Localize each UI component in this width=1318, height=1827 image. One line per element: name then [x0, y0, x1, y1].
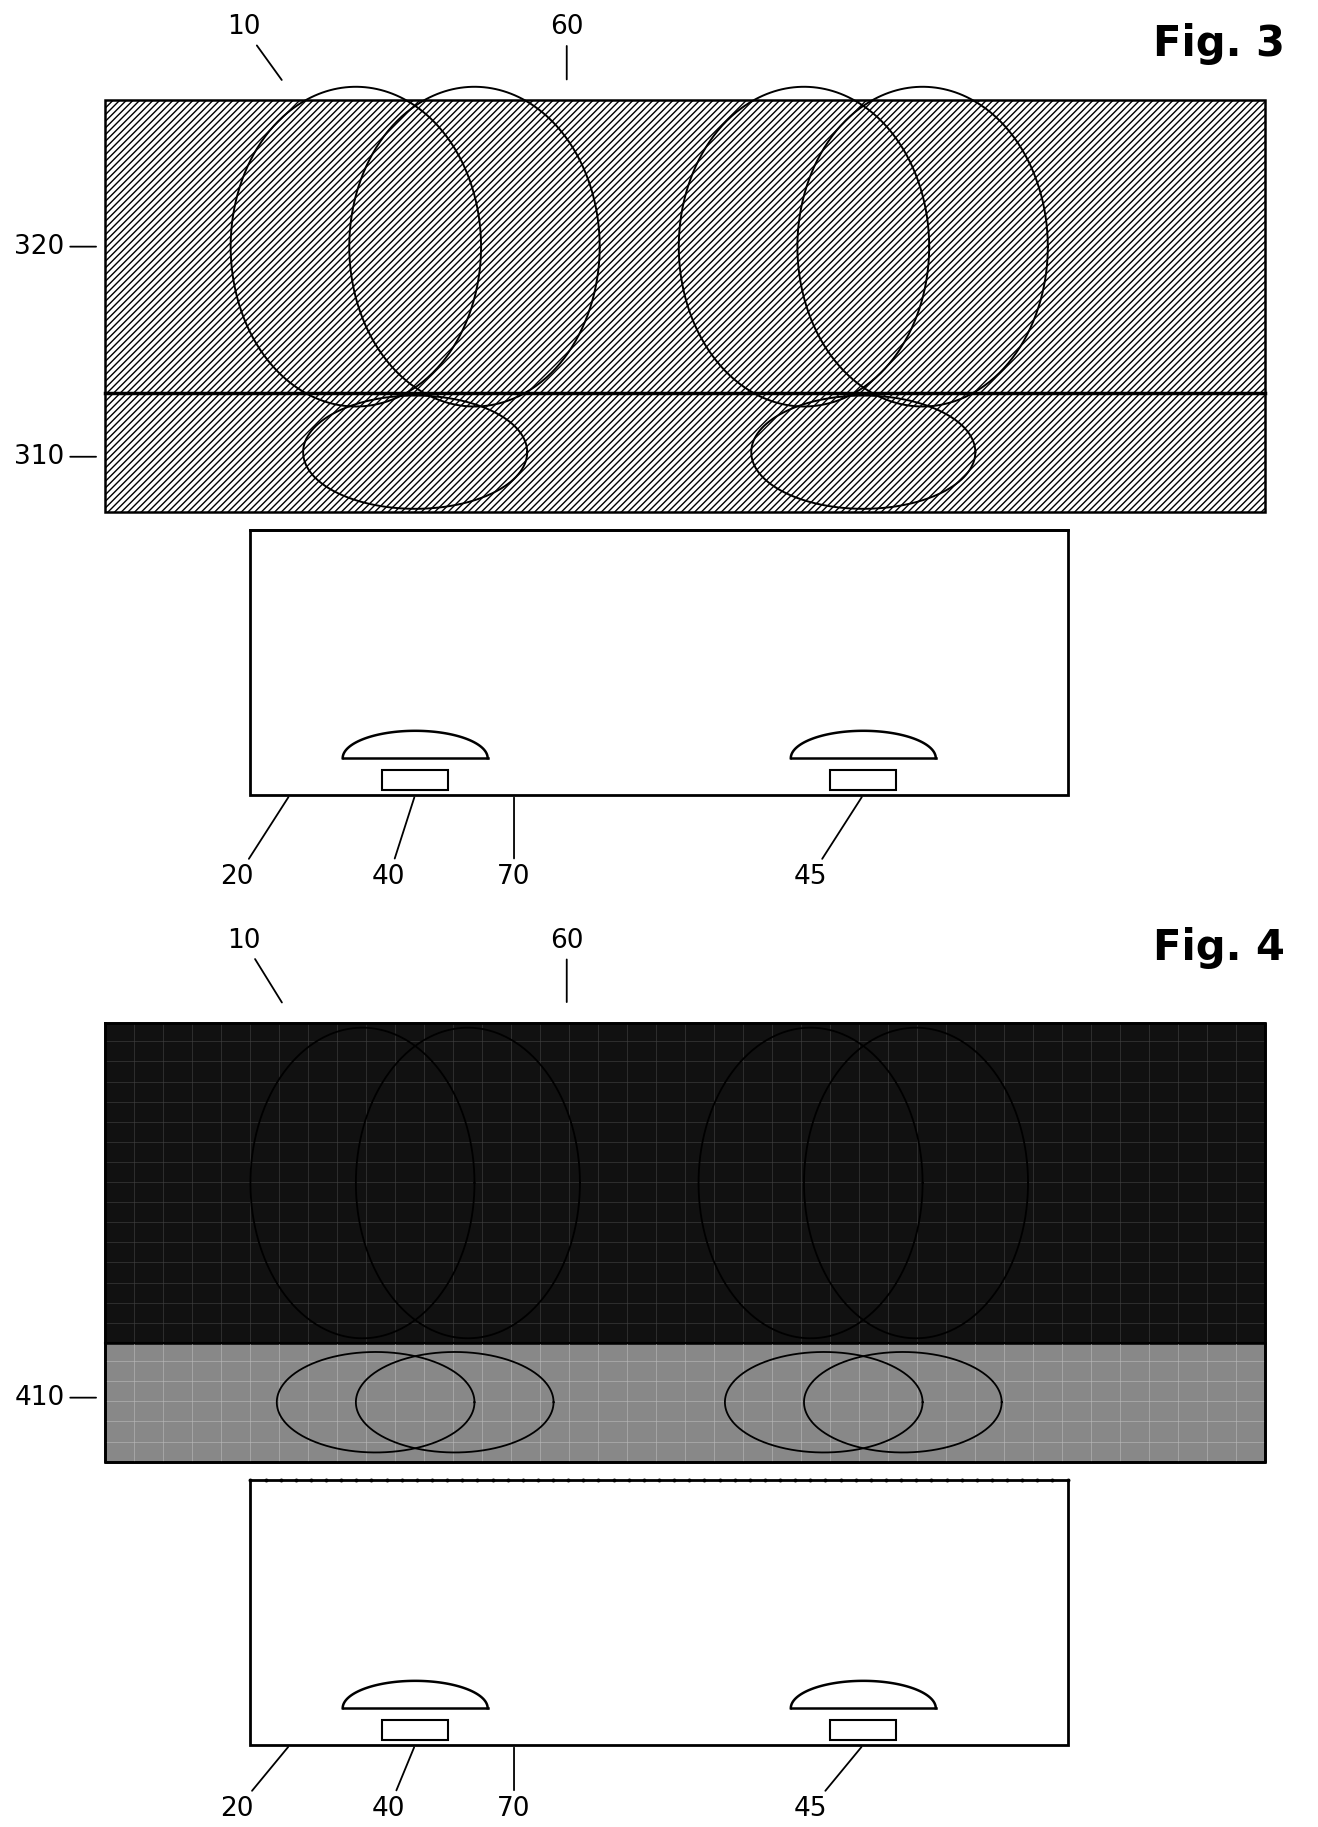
Bar — [830, 1721, 896, 1739]
Text: 60: 60 — [550, 15, 584, 79]
Text: 20: 20 — [220, 1747, 289, 1822]
Text: 45: 45 — [793, 1747, 862, 1822]
Bar — [105, 1343, 1265, 1462]
Text: 60: 60 — [550, 928, 584, 1001]
Bar — [382, 771, 448, 789]
Text: 45: 45 — [793, 797, 862, 890]
Text: 20: 20 — [220, 797, 289, 890]
Bar — [105, 1023, 1265, 1343]
Text: Fig. 4: Fig. 4 — [1153, 926, 1285, 968]
Bar — [250, 1480, 1068, 1745]
Bar — [382, 1721, 448, 1739]
Text: Fig. 3: Fig. 3 — [1153, 24, 1285, 64]
Text: 70: 70 — [497, 798, 531, 890]
Bar — [250, 530, 1068, 795]
Bar — [105, 100, 1265, 393]
Text: 10: 10 — [227, 928, 282, 1003]
Text: 320: 320 — [14, 234, 96, 259]
Text: 40: 40 — [372, 1747, 414, 1822]
Bar — [105, 393, 1265, 512]
Text: 10: 10 — [227, 15, 282, 80]
Text: 310: 310 — [14, 444, 96, 470]
Text: 410: 410 — [14, 1385, 96, 1410]
Text: 40: 40 — [372, 797, 414, 890]
Text: 70: 70 — [497, 1748, 531, 1822]
Bar — [830, 771, 896, 789]
